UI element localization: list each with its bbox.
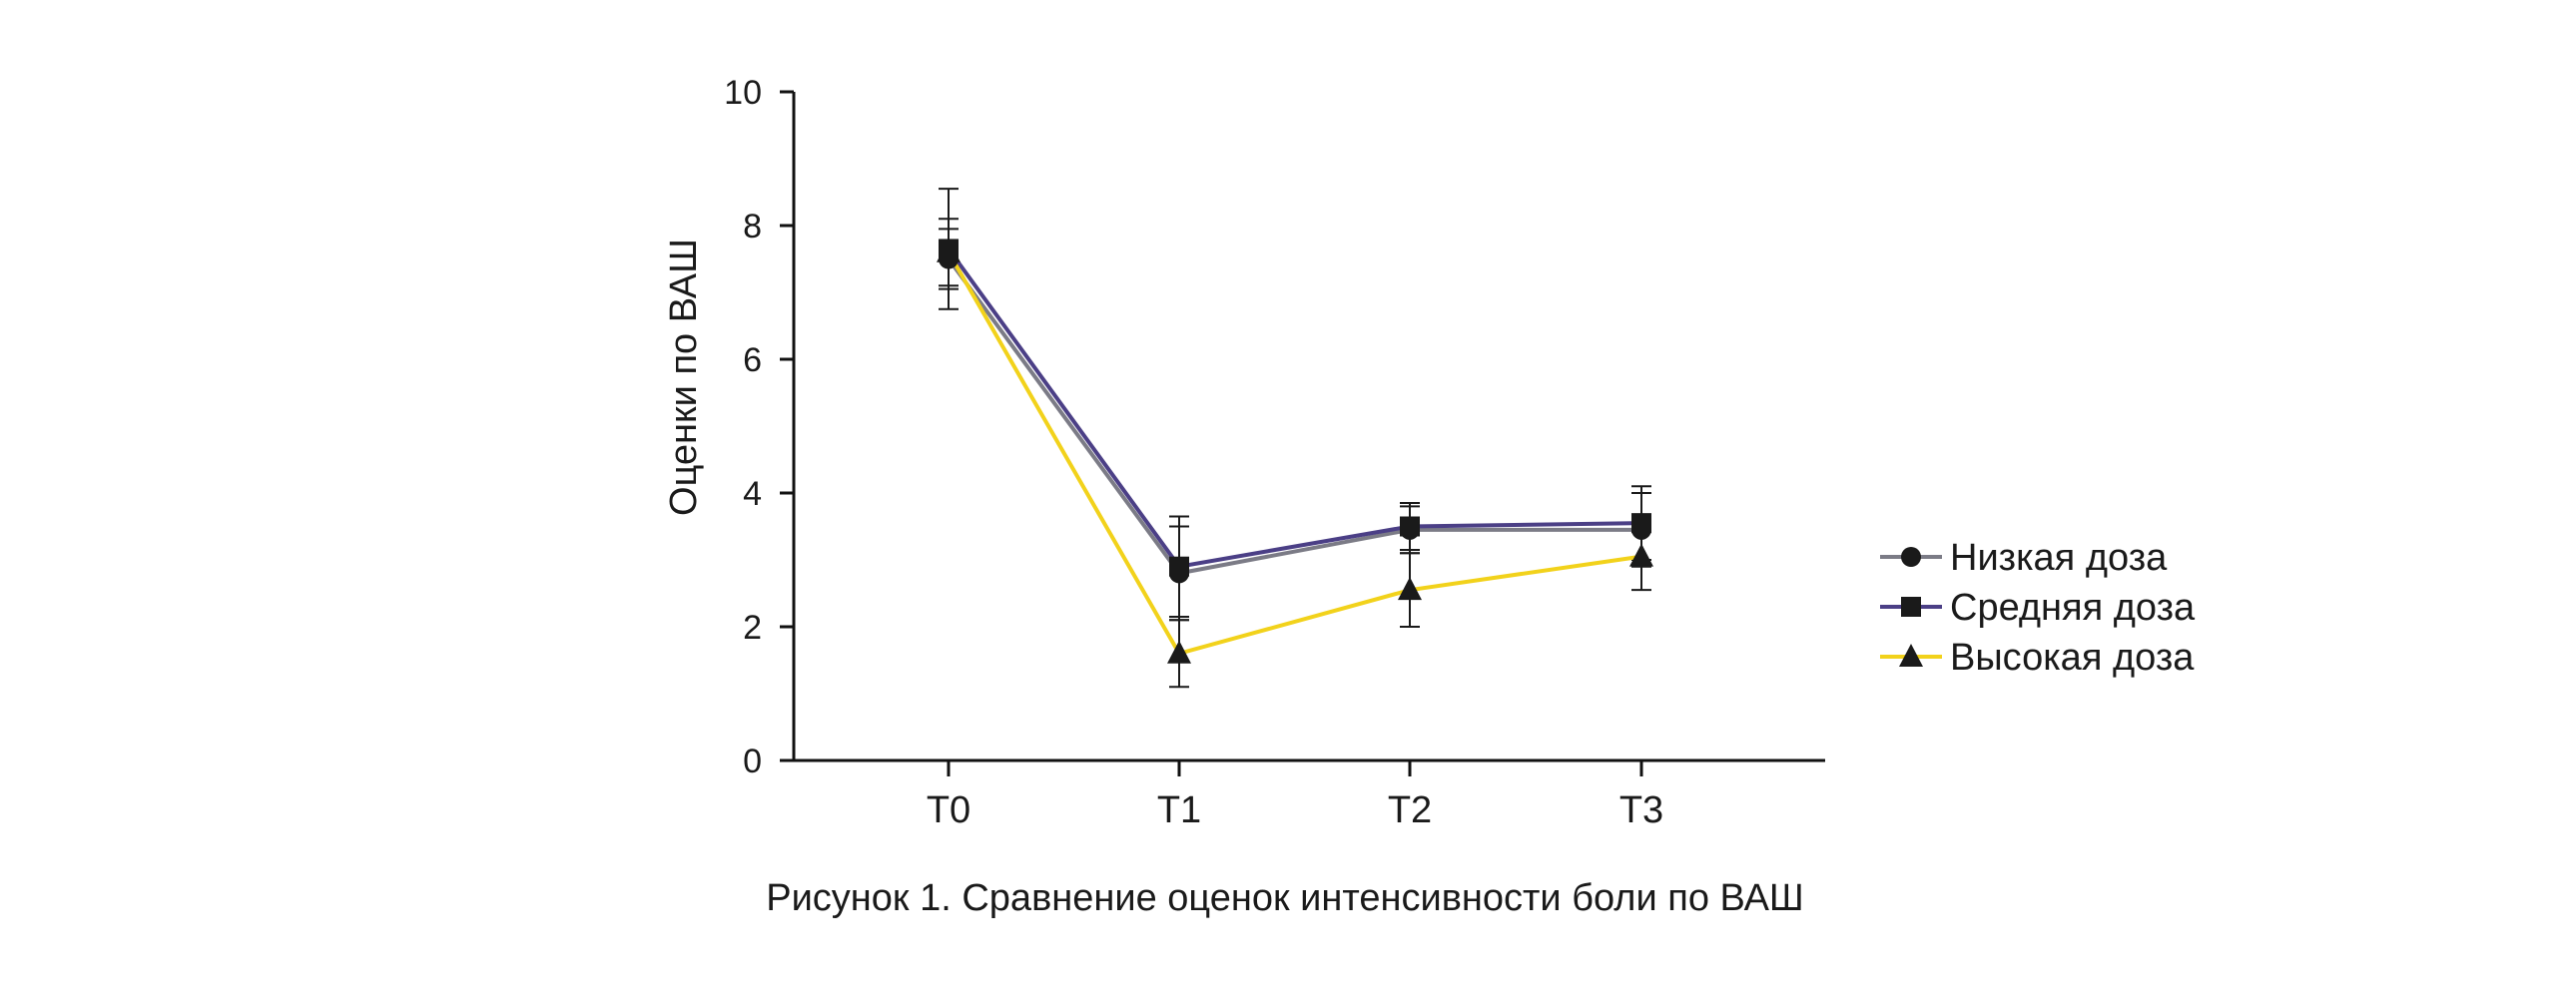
- y-tick-label: 10: [724, 74, 762, 112]
- data-point-triangle: [1167, 640, 1191, 664]
- series-line: [947, 250, 1642, 657]
- legend-label: Высокая доза: [1950, 637, 2195, 679]
- y-tick-label: 8: [743, 208, 762, 246]
- error-bars: [939, 188, 1651, 689]
- legend: Низкая доза Средняя доза Высокая доза: [1880, 537, 2196, 679]
- data-point-circle: [1901, 547, 1921, 567]
- y-tick-label: 6: [743, 341, 762, 379]
- axes: 0 2 4 6 8 10 T0 T1 T2 T3: [724, 74, 1825, 831]
- legend-label: Низкая доза: [1950, 537, 2168, 579]
- x-tick-label: T1: [1157, 789, 1201, 831]
- data-point-triangle: [1899, 644, 1923, 667]
- data-point-triangle: [1629, 543, 1653, 567]
- series-lines: [947, 248, 1642, 657]
- series-line: [947, 257, 1641, 576]
- figure-caption: Рисунок 1. Сравнение оценок интенсивност…: [766, 877, 1804, 919]
- x-tick-label: T0: [927, 789, 970, 831]
- y-tick-label: 0: [743, 743, 762, 780]
- data-point-square: [1169, 556, 1189, 577]
- legend-label: Средняя доза: [1950, 587, 2196, 629]
- series-markers: [937, 239, 1653, 664]
- data-point-square: [1400, 516, 1420, 537]
- y-tick-label: 2: [743, 609, 762, 647]
- series-line: [947, 248, 1642, 569]
- data-point-triangle: [937, 239, 961, 262]
- x-tick-label: T3: [1619, 789, 1663, 831]
- y-axis-label: Оценки по ВАШ: [663, 239, 705, 516]
- y-tick-label: 4: [743, 475, 762, 513]
- x-tick-label: T2: [1388, 789, 1432, 831]
- data-point-square: [1901, 597, 1921, 617]
- data-point-square: [1631, 513, 1651, 534]
- data-point-triangle: [1398, 577, 1422, 601]
